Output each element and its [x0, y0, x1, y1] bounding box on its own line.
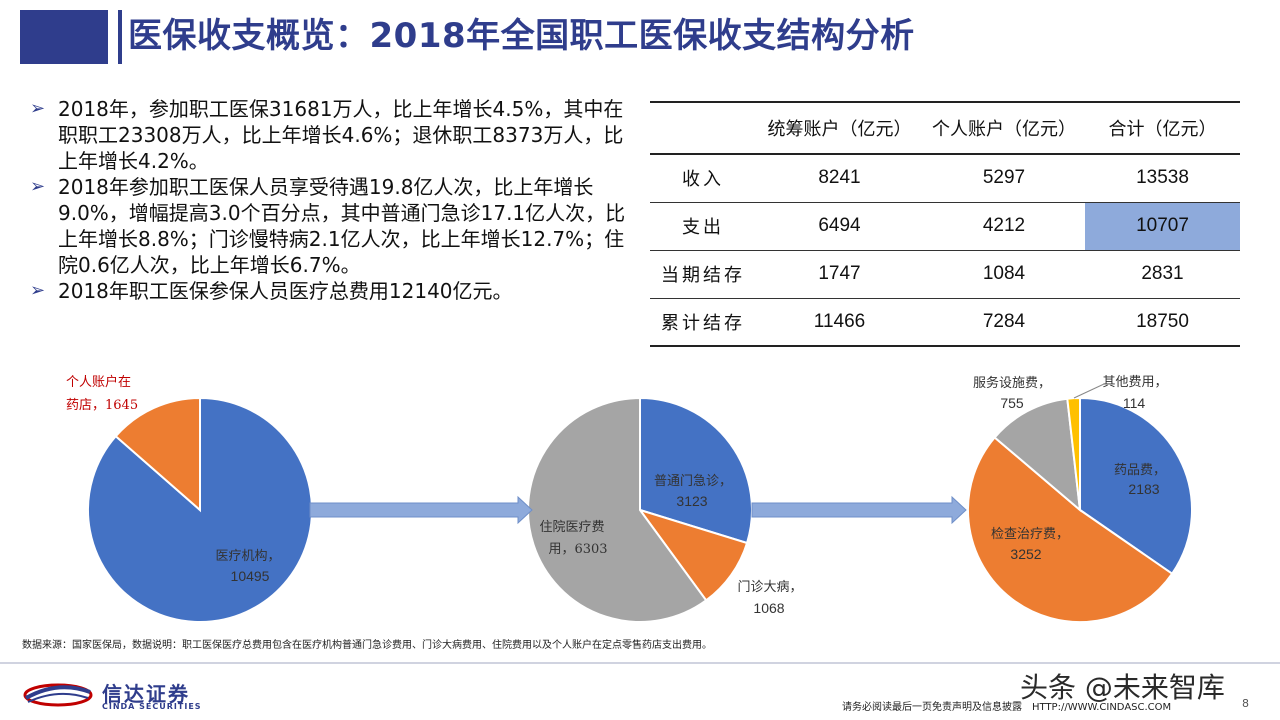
pie-value-institution: 10495 — [231, 568, 270, 584]
pie-slice — [1066, 396, 1081, 511]
title-divider — [118, 10, 122, 64]
pie-label-outpatient: 普通门急诊， — [654, 474, 732, 489]
table-row: 累计结存 11466 7284 18750 — [650, 298, 1240, 346]
pie-chart-total-cost — [87, 396, 313, 623]
bullet-item: ➢ 2018年，参加职工医保31681万人，比上年增长4.5%，其中在职职工23… — [30, 96, 640, 174]
title-bar: 医保收支概览：2018年全国职工医保收支结构分析 — [0, 0, 1280, 70]
pie-slice — [993, 397, 1082, 513]
bullet-text: 2018年职工医保参保人员医疗总费用12140亿元。 — [58, 279, 513, 303]
row-label: 累计结存 — [661, 312, 745, 334]
table-cell-highlighted: 10707 — [1085, 202, 1240, 250]
bullet-arrow-icon: ➢ — [30, 176, 46, 197]
title-accent-block — [20, 10, 108, 64]
table-header-row: 统筹账户（亿元） 个人账户（亿元） 合计（亿元） — [650, 102, 1240, 154]
pie-value-exam: 3252 — [1010, 546, 1041, 562]
footer-divider — [0, 662, 1280, 664]
table-cell: 13538 — [1136, 167, 1189, 189]
bullet-list: ➢ 2018年，参加职工医保31681万人，比上年增长4.5%，其中在职职工23… — [30, 96, 640, 304]
pie-label-personal: 药店，1645 — [66, 398, 138, 413]
table-cell: 6494 — [818, 215, 861, 236]
fund-table: 统筹账户（亿元） 个人账户（亿元） 合计（亿元） 收入 8241 5297 13… — [650, 101, 1240, 347]
table-cell: 1747 — [818, 263, 861, 284]
table-header-cell: 统筹账户（亿元） — [767, 119, 912, 140]
pie-slice — [527, 396, 708, 623]
pie-slice — [639, 396, 753, 545]
logo-text-cn: 信达证券 — [102, 682, 190, 706]
row-label: 当期结存 — [661, 265, 745, 286]
table-header-cell: 个人账户（亿元） — [932, 119, 1076, 140]
table-row: 收入 8241 5297 13538 — [650, 154, 1240, 202]
pie-slice — [1079, 396, 1193, 576]
pie-slice — [114, 396, 201, 513]
pie-value-major-disease: 1068 — [753, 600, 784, 616]
pie-slice — [87, 396, 313, 623]
watermark: 头条 @未来智库 — [1020, 671, 1225, 704]
pie-value-service: 755 — [1000, 395, 1024, 411]
pie-slice — [966, 436, 1174, 623]
pie-value-drug: 2183 — [1128, 481, 1159, 497]
table-cell: 5297 — [982, 167, 1026, 189]
pie-value-outpatient: 3123 — [676, 493, 707, 509]
logo-swoosh-icon — [23, 683, 93, 707]
bullet-item: ➢ 2018年职工医保参保人员医疗总费用12140亿元。 — [30, 278, 640, 304]
pie-label-institution: 医疗机构， — [215, 549, 280, 564]
table-cell: 7284 — [982, 310, 1026, 332]
table-cell: 4212 — [982, 215, 1026, 236]
pie-label-personal: 个人账户在 — [66, 374, 131, 390]
pie-label-inpatient: 用，6303 — [548, 542, 607, 557]
data-source-note: 数据来源：国家医保局，数据说明：职工医保医疗总费用包含在医疗机构普通门急诊费用、… — [22, 640, 712, 651]
bullet-text: 2018年，参加职工医保31681万人，比上年增长4.5%，其中在职职工2330… — [58, 97, 624, 173]
row-label: 收入 — [682, 169, 724, 191]
pie-label-drug: 药品费， — [1114, 463, 1166, 478]
table-cell: 1084 — [982, 263, 1026, 284]
page-title: 医保收支概览：2018年全国职工医保收支结构分析 — [128, 16, 915, 56]
pie-label-service: 服务设施费， — [973, 375, 1051, 391]
bullet-arrow-icon: ➢ — [30, 98, 46, 119]
leader-line — [1073, 383, 1105, 399]
logo-text-en: CINDA SECURITIES — [102, 702, 202, 711]
pie-chart-institution-cost — [527, 396, 753, 623]
row-label: 支出 — [682, 217, 724, 238]
table-row: 当期结存 1747 1084 2831 — [650, 250, 1240, 298]
table-cell: 8241 — [818, 167, 861, 189]
table-cell: 18750 — [1136, 310, 1189, 332]
pie-label-inpatient: 住院医疗费 — [539, 520, 604, 535]
flow-arrow — [309, 495, 533, 525]
table-cell: 2831 — [1141, 263, 1184, 284]
table-row: 支出 6494 4212 10707 — [650, 202, 1240, 250]
table-cell: 11466 — [813, 310, 866, 332]
pie-label-exam: 检查治疗费， — [991, 527, 1069, 542]
pie-chart-cost-type — [966, 396, 1193, 623]
pie-label-other: 其他费用， — [1102, 375, 1167, 390]
pie-value-other: 114 — [1123, 395, 1146, 411]
table-header-cell: 合计（亿元） — [1108, 119, 1217, 140]
disclaimer-text: 请务必阅读最后一页免责声明及信息披露 HTTP://WWW.CINDASC.CO… — [842, 702, 1172, 713]
pie-slice — [637, 508, 749, 602]
company-logo: 信达证券 CINDA SECURITIES — [22, 678, 222, 712]
flow-arrow — [751, 495, 967, 525]
page-number: 8 — [1242, 697, 1249, 710]
bullet-text: 2018年参加职工医保人员享受待遇19.8亿人次，比上年增长9.0%，增幅提高3… — [58, 175, 626, 277]
pie-label-major-disease: 门诊大病， — [737, 580, 802, 595]
bullet-item: ➢ 2018年参加职工医保人员享受待遇19.8亿人次，比上年增长9.0%，增幅提… — [30, 174, 640, 278]
bullet-arrow-icon: ➢ — [30, 280, 46, 301]
